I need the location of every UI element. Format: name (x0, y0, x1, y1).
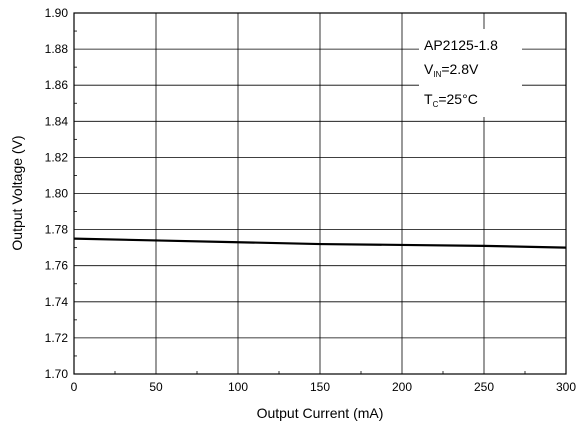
annotation-model: AP2125-1.8 (424, 37, 498, 53)
y-tick-label: 1.76 (45, 259, 69, 273)
plot-frame (73, 12, 567, 375)
x-tick-label: 150 (310, 380, 330, 394)
y-tick-label: 1.84 (45, 114, 69, 128)
x-axis-title: Output Current (mA) (257, 405, 384, 421)
series-line (73, 237, 567, 249)
y-tick-label: 1.88 (45, 42, 69, 56)
y-tick-label: 1.82 (45, 150, 69, 164)
x-tick-label: 250 (474, 380, 494, 394)
y-tick-label: 1.90 (45, 6, 69, 20)
y-tick-label: 1.78 (45, 223, 69, 237)
annotation-vin: VIN=2.8V (424, 61, 479, 79)
y-axis-title: Output Voltage (V) (9, 135, 25, 250)
annotation-temp: TC=25°C (424, 91, 478, 109)
x-tick-label: 100 (228, 380, 248, 394)
y-tick-label: 1.72 (45, 331, 69, 345)
x-tick-label: 200 (392, 380, 412, 394)
y-tick-label: 1.80 (45, 187, 69, 201)
ticks: 0 50 100 150 200 250 300 1.70 1.72 1.74 1.76 1.78 1.… (45, 6, 577, 394)
x-tick-label: 300 (556, 380, 576, 394)
series (73, 237, 567, 249)
x-tick-label: 0 (71, 380, 78, 394)
y-tick-label: 1.74 (45, 295, 69, 309)
x-tick-label: 50 (149, 380, 163, 394)
y-tick-label: 1.86 (45, 78, 69, 92)
y-tick-label: 1.70 (45, 367, 69, 381)
annotation-background (419, 29, 522, 117)
